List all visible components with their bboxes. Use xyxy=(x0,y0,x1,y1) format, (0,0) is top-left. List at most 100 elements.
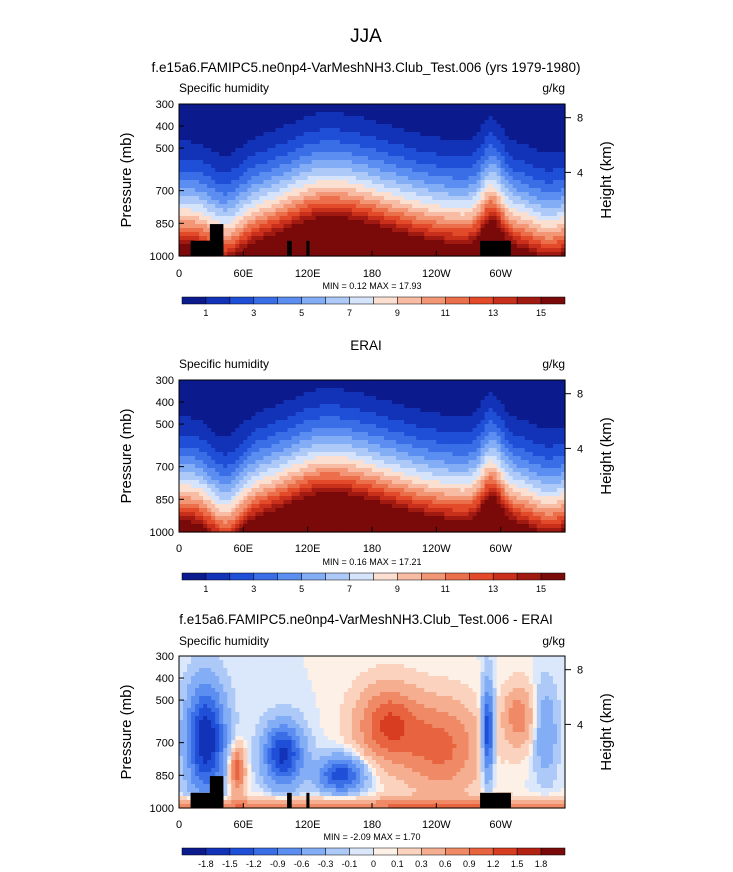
field-cell xyxy=(440,192,445,197)
field-cell xyxy=(557,180,562,185)
field-cell xyxy=(235,476,240,481)
field-cell xyxy=(263,416,268,421)
field-cell xyxy=(255,144,260,149)
field-cell xyxy=(376,148,381,153)
field-cell xyxy=(211,460,216,465)
field-cell xyxy=(384,136,389,141)
field-cell xyxy=(328,160,333,165)
field-cell xyxy=(505,144,510,149)
colorbar-swatch xyxy=(230,297,254,304)
field-cell xyxy=(525,156,530,161)
field-cell xyxy=(255,516,260,521)
field-cell xyxy=(485,152,490,157)
field-cell xyxy=(215,396,220,401)
field-cell xyxy=(396,136,401,141)
field-cell xyxy=(195,520,200,525)
field-cell xyxy=(255,132,260,137)
field-cell xyxy=(288,436,293,441)
field-cell xyxy=(396,104,401,109)
field-cell xyxy=(179,524,184,529)
field-cell xyxy=(183,412,188,417)
field-cell xyxy=(215,188,220,193)
field-cell xyxy=(288,392,293,397)
field-cell xyxy=(267,148,272,153)
field-cell xyxy=(553,104,558,109)
field-cell xyxy=(187,212,192,217)
field-cell xyxy=(372,208,377,213)
field-cell xyxy=(424,196,429,201)
field-cell xyxy=(529,220,534,225)
field-cell xyxy=(509,152,514,157)
field-cell xyxy=(312,148,317,153)
field-cell xyxy=(432,244,437,249)
field-cell xyxy=(436,216,441,221)
field-cell xyxy=(271,224,276,229)
y-tick-label: 850 xyxy=(156,218,174,230)
field-cell xyxy=(288,428,293,433)
field-cell xyxy=(207,140,212,145)
field-cell xyxy=(392,224,397,229)
field-cell xyxy=(400,140,405,145)
field-cell xyxy=(513,192,518,197)
field-cell xyxy=(529,120,534,125)
field-cell xyxy=(296,484,301,489)
field-cell xyxy=(243,248,248,253)
field-cell xyxy=(493,224,498,229)
field-cell xyxy=(207,404,212,409)
y-tick-label: 300 xyxy=(156,99,174,111)
field-cell xyxy=(267,400,272,405)
field-cell xyxy=(284,132,289,137)
field-cell xyxy=(505,168,510,173)
field-cell xyxy=(292,428,297,433)
field-cell xyxy=(243,104,248,109)
field-cell xyxy=(191,236,196,241)
field-cell xyxy=(372,156,377,161)
field-cell xyxy=(529,104,534,109)
field-cell xyxy=(296,168,301,173)
field-cell xyxy=(444,148,449,153)
field-cell xyxy=(372,204,377,209)
field-cell xyxy=(464,120,469,125)
field-cell xyxy=(263,440,268,445)
field-cell xyxy=(312,208,317,213)
field-cell xyxy=(525,108,530,113)
field-cell xyxy=(255,480,260,485)
field-cell xyxy=(324,120,329,125)
field-cell xyxy=(231,436,236,441)
field-cell xyxy=(416,208,421,213)
field-cell xyxy=(348,104,353,109)
field-cell xyxy=(255,472,260,477)
field-cell xyxy=(529,152,534,157)
field-cell xyxy=(533,156,538,161)
field-cell xyxy=(444,144,449,149)
field-cell xyxy=(352,116,357,121)
field-cell xyxy=(497,160,502,165)
field-cell xyxy=(456,180,461,185)
field-cell xyxy=(428,112,433,117)
field-cell xyxy=(271,156,276,161)
field-cell xyxy=(207,476,212,481)
field-cell xyxy=(292,220,297,225)
field-cell xyxy=(280,236,285,241)
field-cell xyxy=(360,228,365,233)
field-cell xyxy=(456,172,461,177)
field-cell xyxy=(348,132,353,137)
field-cell xyxy=(436,224,441,229)
field-cell xyxy=(179,392,184,397)
field-cell xyxy=(456,128,461,133)
field-cell xyxy=(541,180,546,185)
field-cell xyxy=(263,180,268,185)
field-cell xyxy=(352,168,357,173)
field-cell xyxy=(380,164,385,169)
field-cell xyxy=(211,156,216,161)
field-cell xyxy=(372,152,377,157)
field-cell xyxy=(477,116,482,121)
field-cell xyxy=(408,212,413,217)
field-cell xyxy=(408,136,413,141)
field-cell xyxy=(384,184,389,189)
field-cell xyxy=(428,220,433,225)
field-cell xyxy=(199,132,204,137)
field-cell xyxy=(276,176,281,181)
field-cell xyxy=(276,396,281,401)
field-cell xyxy=(239,152,244,157)
